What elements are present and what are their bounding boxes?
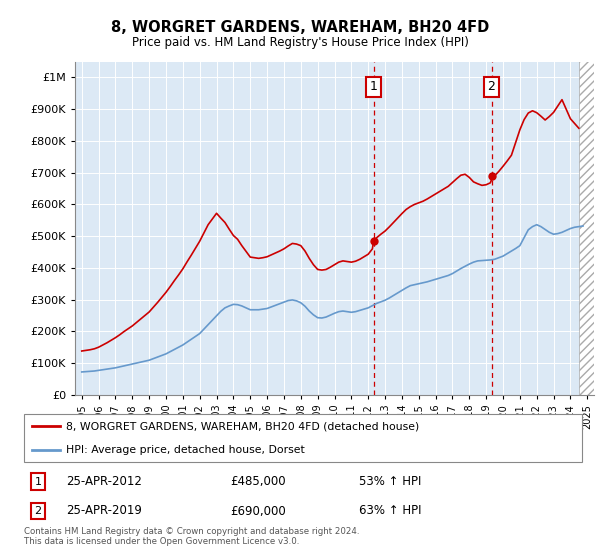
Text: 8, WORGRET GARDENS, WAREHAM, BH20 4FD (detached house): 8, WORGRET GARDENS, WAREHAM, BH20 4FD (d… xyxy=(66,421,419,431)
Text: £485,000: £485,000 xyxy=(230,475,286,488)
Bar xyxy=(579,46,596,395)
FancyBboxPatch shape xyxy=(24,414,582,462)
Text: Price paid vs. HM Land Registry's House Price Index (HPI): Price paid vs. HM Land Registry's House … xyxy=(131,36,469,49)
Text: 25-APR-2012: 25-APR-2012 xyxy=(66,475,142,488)
Text: 1: 1 xyxy=(34,477,41,487)
Text: 63% ↑ HPI: 63% ↑ HPI xyxy=(359,505,421,517)
Text: 2: 2 xyxy=(488,81,496,94)
Text: 8, WORGRET GARDENS, WAREHAM, BH20 4FD: 8, WORGRET GARDENS, WAREHAM, BH20 4FD xyxy=(111,20,489,35)
Text: 25-APR-2019: 25-APR-2019 xyxy=(66,505,142,517)
Text: 53% ↑ HPI: 53% ↑ HPI xyxy=(359,475,421,488)
Text: 2: 2 xyxy=(34,506,41,516)
Text: £690,000: £690,000 xyxy=(230,505,286,517)
Text: HPI: Average price, detached house, Dorset: HPI: Average price, detached house, Dors… xyxy=(66,445,305,455)
Text: Contains HM Land Registry data © Crown copyright and database right 2024.
This d: Contains HM Land Registry data © Crown c… xyxy=(24,526,359,546)
Text: 1: 1 xyxy=(370,81,377,94)
